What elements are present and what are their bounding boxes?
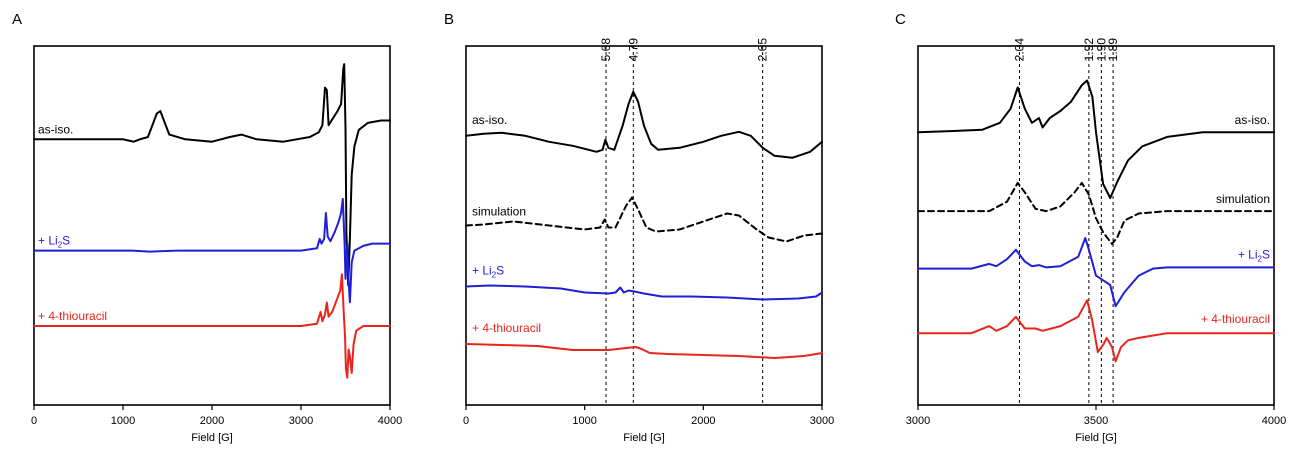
series-line-as-iso [33, 63, 391, 286]
x-tick-label: 3000 [906, 415, 930, 427]
x-tick-label: 4000 [1262, 415, 1286, 427]
series-label: as-iso. [38, 122, 73, 136]
series-line-simulation [917, 181, 1275, 245]
series-label: as-iso. [1235, 113, 1270, 127]
marker-label: 2.65 [756, 38, 770, 62]
panel-label: A [12, 11, 22, 28]
marker-label: 4.79 [626, 38, 640, 62]
chart-panel-a: A 0 1000 2000 3000 4000 Field [G] as-iso. + Li2S… [12, 11, 402, 444]
panel-label: B [444, 11, 454, 28]
series-line-4-thiouracil [33, 273, 391, 379]
plot-frame [917, 45, 1275, 406]
marker-label: 1.92 [1082, 38, 1096, 62]
series-label: + Li2S [1238, 248, 1270, 264]
x-tick-label: 0 [31, 415, 37, 427]
panel-label: C [895, 11, 906, 28]
x-tick-label: 3000 [810, 415, 834, 427]
series-label: + 4-thiouracil [1201, 312, 1270, 326]
x-tick-label: 1000 [572, 415, 596, 427]
x-axis-label: Field [G] [1075, 432, 1117, 444]
series-line-simulation [465, 196, 823, 243]
x-axis-label: Field [G] [623, 432, 665, 444]
series-line-4-thiouracil [465, 343, 823, 359]
x-tick-label: 2000 [200, 415, 224, 427]
marker-label: 2.04 [1012, 38, 1026, 62]
series-label: + Li2S [472, 264, 504, 280]
series-line-li2s [33, 197, 391, 304]
x-axis-label: Field [G] [191, 432, 233, 444]
series-label: simulation [1216, 192, 1270, 206]
x-tick-label: 2000 [691, 415, 715, 427]
series-label: + 4-thiouracil [38, 309, 107, 323]
x-tick-label: 0 [463, 415, 469, 427]
x-tick-label: 3000 [289, 415, 313, 427]
chart-panel-c: C 2.04 1.921.901.89 3000 3500 4000 Field [G] as… [895, 11, 1286, 444]
marker-label: 5.68 [599, 38, 613, 62]
series-label: simulation [472, 205, 526, 219]
series-line-li2s [917, 237, 1275, 308]
series-line-as-iso [465, 90, 823, 159]
x-tick-label: 4000 [378, 415, 402, 427]
series-line-li2s [465, 284, 823, 301]
series-label: + Li2S [38, 234, 70, 250]
marker-label: 1.89 [1106, 38, 1120, 62]
series-label: as-iso. [472, 113, 507, 127]
x-tick-label: 3500 [1084, 415, 1108, 427]
series-line-4-thiouracil [917, 299, 1275, 363]
x-tick-label: 1000 [111, 415, 135, 427]
marker-label: 1.90 [1094, 38, 1108, 62]
series-line-as-iso [917, 79, 1275, 199]
series-label: + 4-thiouracil [472, 321, 541, 335]
chart-panel-b: B 5.68 4.79 2.65 0 1000 2000 3000 Field [G] as-is… [444, 11, 834, 444]
